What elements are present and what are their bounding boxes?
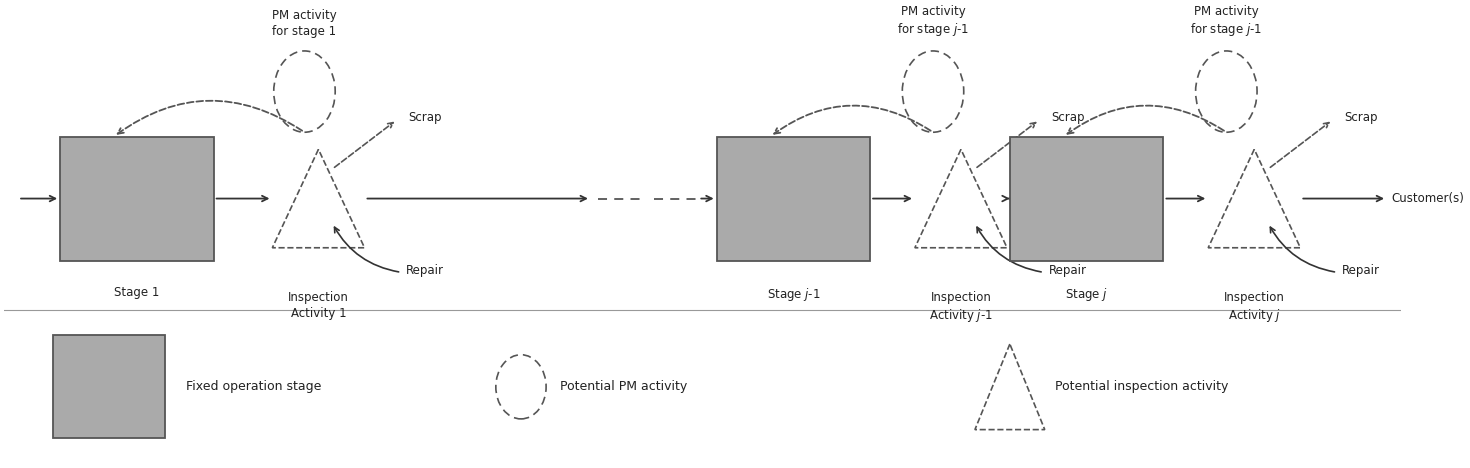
- Text: Potential inspection activity: Potential inspection activity: [1054, 380, 1227, 393]
- Polygon shape: [1208, 149, 1301, 248]
- Text: PM activity
for stage $j$-1: PM activity for stage $j$-1: [1191, 5, 1263, 38]
- Text: Repair: Repair: [1342, 264, 1380, 277]
- Ellipse shape: [903, 51, 964, 132]
- Text: Stage $j$: Stage $j$: [1066, 286, 1108, 303]
- Bar: [53, 336, 165, 438]
- Bar: [1010, 137, 1163, 261]
- Text: Fixed operation stage: Fixed operation stage: [185, 380, 320, 393]
- Text: Customer(s): Customer(s): [1391, 192, 1464, 205]
- Text: Scrap: Scrap: [1344, 111, 1377, 124]
- Text: Repair: Repair: [1048, 264, 1086, 277]
- Text: Scrap: Scrap: [409, 111, 442, 124]
- Text: Inspection
Activity $j$-1: Inspection Activity $j$-1: [929, 291, 992, 324]
- Bar: [60, 137, 213, 261]
- Text: Stage $j$-1: Stage $j$-1: [766, 286, 820, 303]
- Text: Inspection
Activity $j$: Inspection Activity $j$: [1225, 291, 1285, 324]
- Text: Repair: Repair: [406, 264, 444, 277]
- Text: PM activity
for stage $j$-1: PM activity for stage $j$-1: [897, 5, 969, 38]
- Text: Stage 1: Stage 1: [115, 286, 160, 299]
- Polygon shape: [272, 149, 365, 248]
- Polygon shape: [975, 344, 1045, 430]
- Text: Inspection
Activity 1: Inspection Activity 1: [288, 291, 348, 320]
- Text: Potential PM activity: Potential PM activity: [560, 380, 688, 393]
- Text: PM activity
for stage 1: PM activity for stage 1: [272, 9, 337, 38]
- Ellipse shape: [1195, 51, 1257, 132]
- Ellipse shape: [495, 355, 547, 419]
- Text: Scrap: Scrap: [1051, 111, 1085, 124]
- Bar: [716, 137, 870, 261]
- Polygon shape: [914, 149, 1007, 248]
- Ellipse shape: [273, 51, 335, 132]
